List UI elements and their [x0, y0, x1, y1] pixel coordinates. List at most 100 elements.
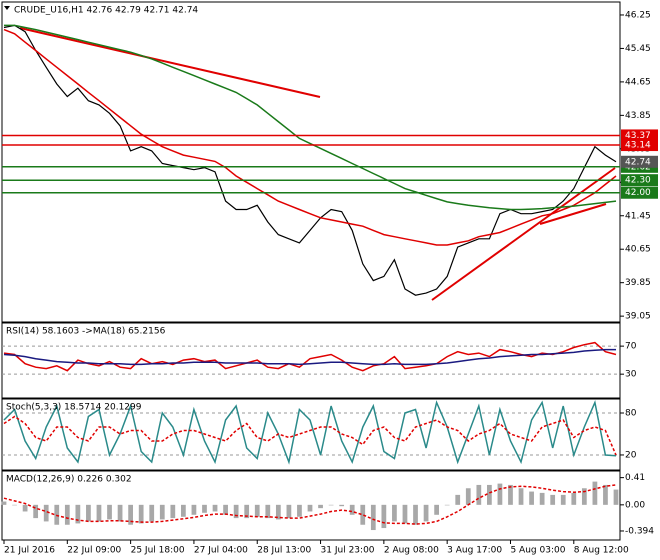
histogram-bar [539, 492, 545, 505]
level-label-box [621, 186, 658, 199]
histogram-bar [117, 504, 123, 522]
x-tick-label: 31 Jul 23:00 [321, 546, 375, 556]
panel-frame [1, 398, 621, 471]
histogram-bar [339, 504, 345, 507]
histogram-bar [128, 504, 133, 525]
x-tick-label: 8 Aug 12:00 [574, 546, 629, 556]
histogram-bar [191, 504, 197, 515]
level-label: 43.14 [625, 141, 651, 151]
y-tick-label: 20 [625, 450, 637, 460]
histogram-bar [581, 488, 587, 505]
histogram-bar [381, 504, 387, 529]
histogram-bar [571, 492, 577, 505]
y-tick-label: 45.45 [625, 44, 651, 54]
series-line [4, 24, 617, 211]
series-line [3, 28, 617, 246]
histogram-bar [22, 504, 28, 512]
x-tick-label: 25 Jul 18:00 [131, 546, 185, 556]
histogram-bar [592, 481, 598, 505]
histogram-bar [33, 504, 39, 519]
histogram-bar [476, 484, 482, 505]
level-label: 43.37 [625, 131, 651, 141]
histogram-bar [149, 504, 155, 522]
series-line [3, 484, 617, 525]
histogram-bar [138, 504, 144, 524]
series-line [3, 415, 617, 456]
y-tick-label: 43.85 [625, 111, 651, 121]
level-label-box [621, 129, 658, 142]
panel-frame [1, 470, 621, 541]
histogram-bar [465, 488, 471, 505]
panel-frame [1, 322, 621, 399]
histogram-bar [233, 504, 239, 519]
histogram-bar [297, 504, 302, 517]
level-label: 42.30 [625, 176, 651, 186]
histogram-bar [423, 504, 429, 522]
x-tick-label: 2 Aug 08:00 [384, 546, 439, 556]
histogram-bar [434, 504, 439, 515]
histogram-bar [550, 494, 556, 505]
x-tick-label: 22 Jul 09:00 [67, 546, 121, 556]
histogram-bar [286, 504, 292, 519]
histogram-bar [370, 504, 376, 531]
histogram-bar [223, 504, 228, 515]
histogram-bar [518, 488, 524, 505]
trend-line [431, 167, 616, 301]
level-label-box [621, 139, 658, 152]
histogram-bar [181, 504, 186, 517]
y-tick-label: 46.25 [625, 10, 651, 20]
y-tick-label: 39.05 [625, 312, 651, 322]
panel-title: MACD(12,26,9) 0.226 0.302 [6, 475, 132, 485]
histogram-bar [349, 504, 355, 515]
x-tick-label: 21 Jul 2016 [4, 546, 55, 556]
x-tick-label: 3 Aug 17:00 [447, 546, 502, 556]
panel-frame [1, 1, 621, 323]
level-label: 42.00 [625, 188, 651, 198]
histogram-bar [307, 504, 313, 512]
histogram-bar [107, 504, 112, 520]
histogram-bar [529, 491, 534, 505]
histogram-bar [392, 504, 397, 522]
x-tick-label: 28 Jul 13:00 [257, 546, 311, 556]
menu-arrow[interactable] [4, 6, 10, 10]
histogram-bar [212, 504, 218, 512]
histogram-bar [12, 504, 17, 506]
trend-line [539, 203, 607, 225]
y-tick-label: 44.65 [625, 77, 651, 87]
y-tick-label: 41.45 [625, 211, 651, 221]
panel-title: RSI(14) 58.1603 ->MA(18) 65.2156 [6, 327, 166, 337]
trend-line [19, 27, 321, 98]
histogram-bar [328, 504, 334, 506]
histogram-bar [413, 504, 418, 525]
y-tick-label: 40.65 [625, 245, 651, 255]
histogram-bar [603, 484, 608, 505]
y-tick-label: 30 [625, 370, 637, 380]
last-price-box [621, 155, 658, 168]
histogram-bar [487, 484, 492, 505]
histogram-bar [455, 494, 461, 505]
x-tick-label: 5 Aug 03:00 [510, 546, 565, 556]
histogram-bar [43, 504, 49, 522]
histogram-bar [508, 484, 513, 505]
histogram-bar [560, 494, 566, 505]
histogram-bar [75, 504, 81, 524]
histogram-bar [265, 504, 271, 519]
header-bg [3, 3, 203, 15]
y-tick-label: -0.394 [625, 526, 654, 536]
histogram-bar [444, 504, 450, 506]
series-line [3, 399, 617, 465]
panel-title: Stoch(5,3,3) 18.5714 20.1299 [6, 403, 142, 413]
histogram-bar [254, 504, 260, 517]
series-line [3, 348, 616, 366]
y-tick-label: 0.00 [625, 500, 645, 510]
y-tick-label: 0.41 [625, 473, 645, 483]
histogram-bar [64, 504, 70, 525]
histogram-bar [613, 489, 619, 505]
histogram-bar [244, 504, 250, 519]
histogram-bar [159, 504, 165, 520]
y-tick-label: 39.85 [625, 278, 651, 288]
last-price-label: 42.74 [625, 157, 651, 167]
